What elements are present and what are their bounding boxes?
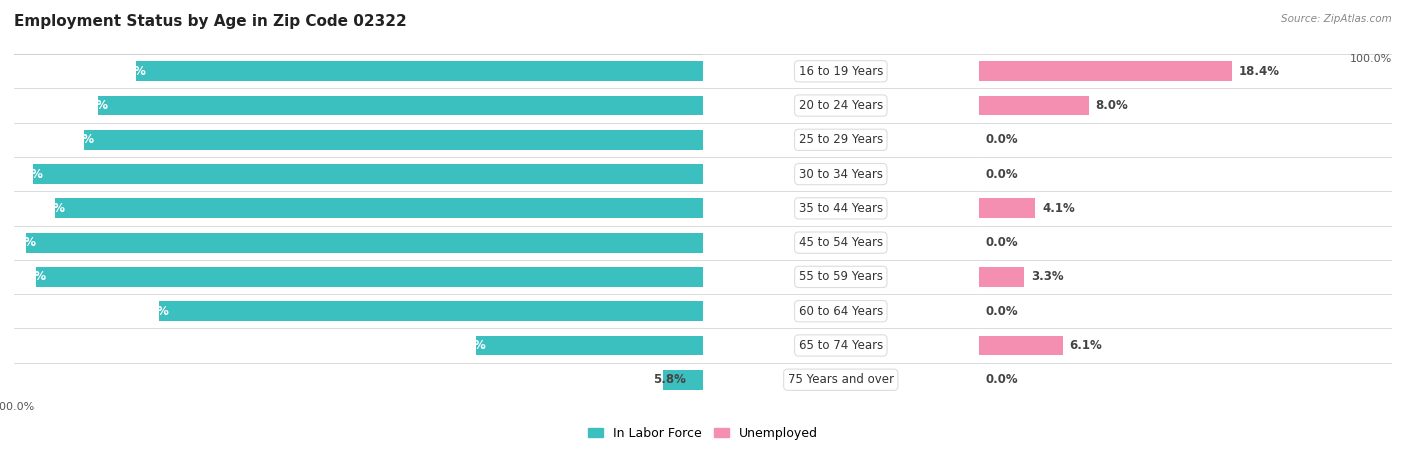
Bar xyxy=(703,54,1406,88)
Bar xyxy=(475,336,703,355)
Bar xyxy=(0,54,703,88)
Bar xyxy=(0,191,703,226)
Bar xyxy=(0,328,979,363)
Text: 20 to 24 Years: 20 to 24 Years xyxy=(799,99,883,112)
Text: 33.0%: 33.0% xyxy=(446,339,486,352)
Text: 5.8%: 5.8% xyxy=(652,373,686,386)
Bar xyxy=(84,130,703,150)
Text: 82.3%: 82.3% xyxy=(105,65,146,78)
Bar xyxy=(0,260,703,294)
Legend: In Labor Force, Unemployed: In Labor Force, Unemployed xyxy=(583,422,823,445)
Text: 25 to 29 Years: 25 to 29 Years xyxy=(799,133,883,146)
Bar xyxy=(979,336,1063,355)
Text: 8.0%: 8.0% xyxy=(1095,99,1129,112)
Bar xyxy=(979,267,1024,287)
Text: 0.0%: 0.0% xyxy=(986,305,1018,318)
Text: 45 to 54 Years: 45 to 54 Years xyxy=(799,236,883,249)
Bar xyxy=(703,191,1406,226)
Bar xyxy=(979,198,1035,218)
Text: 0.0%: 0.0% xyxy=(986,373,1018,386)
Bar xyxy=(703,328,1406,363)
Text: 0.0%: 0.0% xyxy=(986,168,1018,180)
Text: 55 to 59 Years: 55 to 59 Years xyxy=(799,271,883,283)
Bar xyxy=(0,157,979,191)
Bar xyxy=(0,363,703,397)
Bar xyxy=(37,267,703,287)
Bar xyxy=(979,96,1088,115)
Bar xyxy=(703,123,1406,157)
Bar xyxy=(664,370,703,390)
Text: 89.8%: 89.8% xyxy=(53,133,94,146)
Text: 30 to 34 Years: 30 to 34 Years xyxy=(799,168,883,180)
Text: 60 to 64 Years: 60 to 64 Years xyxy=(799,305,883,318)
Bar xyxy=(159,301,703,321)
Text: 96.8%: 96.8% xyxy=(6,271,46,283)
Bar xyxy=(0,294,703,328)
Text: 4.1%: 4.1% xyxy=(1042,202,1074,215)
Bar xyxy=(703,260,1406,294)
Text: Source: ZipAtlas.com: Source: ZipAtlas.com xyxy=(1281,14,1392,23)
Bar xyxy=(0,54,979,88)
Bar xyxy=(0,191,979,226)
Bar xyxy=(0,123,703,157)
Bar xyxy=(979,61,1232,81)
Bar xyxy=(703,157,1406,191)
Text: 16 to 19 Years: 16 to 19 Years xyxy=(799,65,883,78)
Text: 97.3%: 97.3% xyxy=(3,168,44,180)
Bar xyxy=(0,226,703,260)
Bar xyxy=(0,88,979,123)
Text: 6.1%: 6.1% xyxy=(1070,339,1102,352)
Bar xyxy=(98,96,703,115)
Bar xyxy=(0,294,979,328)
Text: 3.3%: 3.3% xyxy=(1031,271,1063,283)
Bar xyxy=(32,164,703,184)
Bar xyxy=(0,88,703,123)
Bar xyxy=(703,88,1406,123)
Bar xyxy=(703,363,1406,397)
Text: 18.4%: 18.4% xyxy=(1239,65,1279,78)
Bar xyxy=(25,233,703,253)
Text: Employment Status by Age in Zip Code 02322: Employment Status by Age in Zip Code 023… xyxy=(14,14,406,28)
Bar xyxy=(55,198,703,218)
Text: 65 to 74 Years: 65 to 74 Years xyxy=(799,339,883,352)
Bar xyxy=(703,294,1406,328)
Text: 94.1%: 94.1% xyxy=(24,202,65,215)
Bar xyxy=(0,226,979,260)
Text: 0.0%: 0.0% xyxy=(986,236,1018,249)
Text: 98.3%: 98.3% xyxy=(0,236,37,249)
Bar xyxy=(0,157,703,191)
Bar xyxy=(0,260,979,294)
Text: 100.0%: 100.0% xyxy=(1350,54,1392,64)
Text: 0.0%: 0.0% xyxy=(986,133,1018,146)
Bar xyxy=(703,226,1406,260)
Text: 87.8%: 87.8% xyxy=(67,99,108,112)
Bar xyxy=(0,328,703,363)
Text: 75 Years and over: 75 Years and over xyxy=(787,373,894,386)
Bar xyxy=(0,363,979,397)
Text: 35 to 44 Years: 35 to 44 Years xyxy=(799,202,883,215)
Text: 79.0%: 79.0% xyxy=(128,305,169,318)
Bar xyxy=(0,123,979,157)
Bar xyxy=(136,61,703,81)
